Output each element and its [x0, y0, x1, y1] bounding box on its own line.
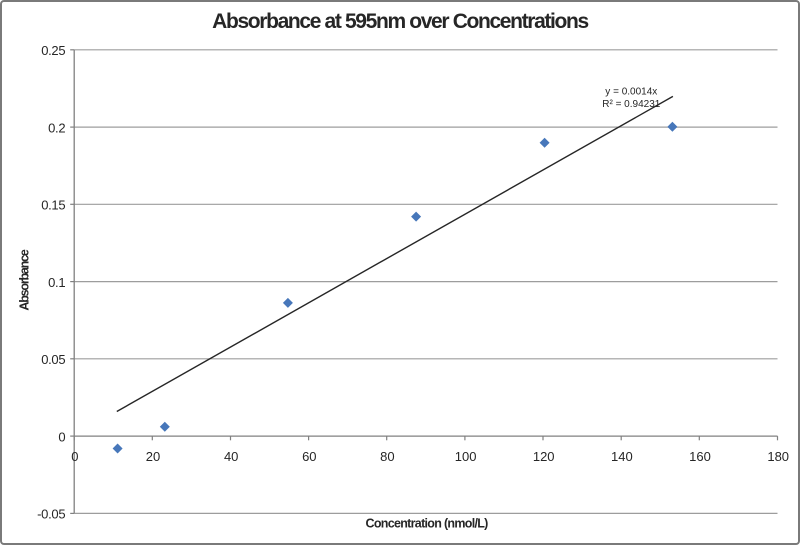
svg-text:Concentration (nmol/L): Concentration (nmol/L): [366, 517, 489, 531]
svg-text:80: 80: [380, 449, 394, 464]
svg-text:0.25: 0.25: [41, 43, 65, 58]
svg-text:R² = 0.94231: R² = 0.94231: [602, 99, 661, 110]
svg-text:0.1: 0.1: [48, 275, 65, 290]
svg-text:-0.05: -0.05: [37, 507, 65, 522]
svg-text:Absorbance at 595nm over Conce: Absorbance at 595nm over Concentrations: [212, 10, 588, 33]
svg-text:160: 160: [689, 449, 711, 464]
svg-text:100: 100: [455, 449, 477, 464]
svg-text:0: 0: [58, 429, 65, 444]
svg-text:0.05: 0.05: [41, 352, 65, 367]
svg-text:180: 180: [767, 449, 789, 464]
svg-text:Absorbance: Absorbance: [18, 249, 32, 310]
svg-text:40: 40: [224, 449, 238, 464]
svg-text:60: 60: [302, 449, 316, 464]
svg-text:140: 140: [611, 449, 633, 464]
svg-text:0.15: 0.15: [41, 198, 65, 213]
svg-text:120: 120: [533, 449, 555, 464]
svg-text:20: 20: [146, 449, 160, 464]
svg-text:y = 0.0014x: y = 0.0014x: [605, 87, 657, 98]
svg-text:0.2: 0.2: [48, 120, 65, 135]
svg-text:0: 0: [71, 449, 78, 464]
